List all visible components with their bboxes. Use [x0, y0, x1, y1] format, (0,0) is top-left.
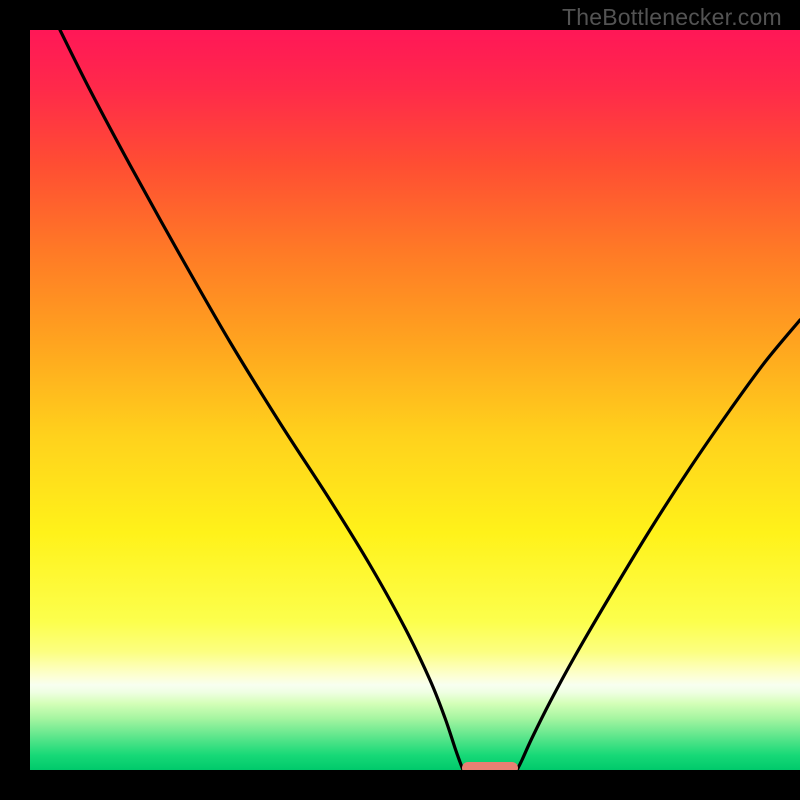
curve-left-branch [60, 30, 463, 770]
curve-right-branch [517, 320, 800, 770]
bottleneck-curve [30, 30, 800, 770]
watermark-text: TheBottlenecker.com [562, 4, 782, 31]
optimum-marker [462, 762, 518, 770]
plot-area [30, 30, 800, 770]
